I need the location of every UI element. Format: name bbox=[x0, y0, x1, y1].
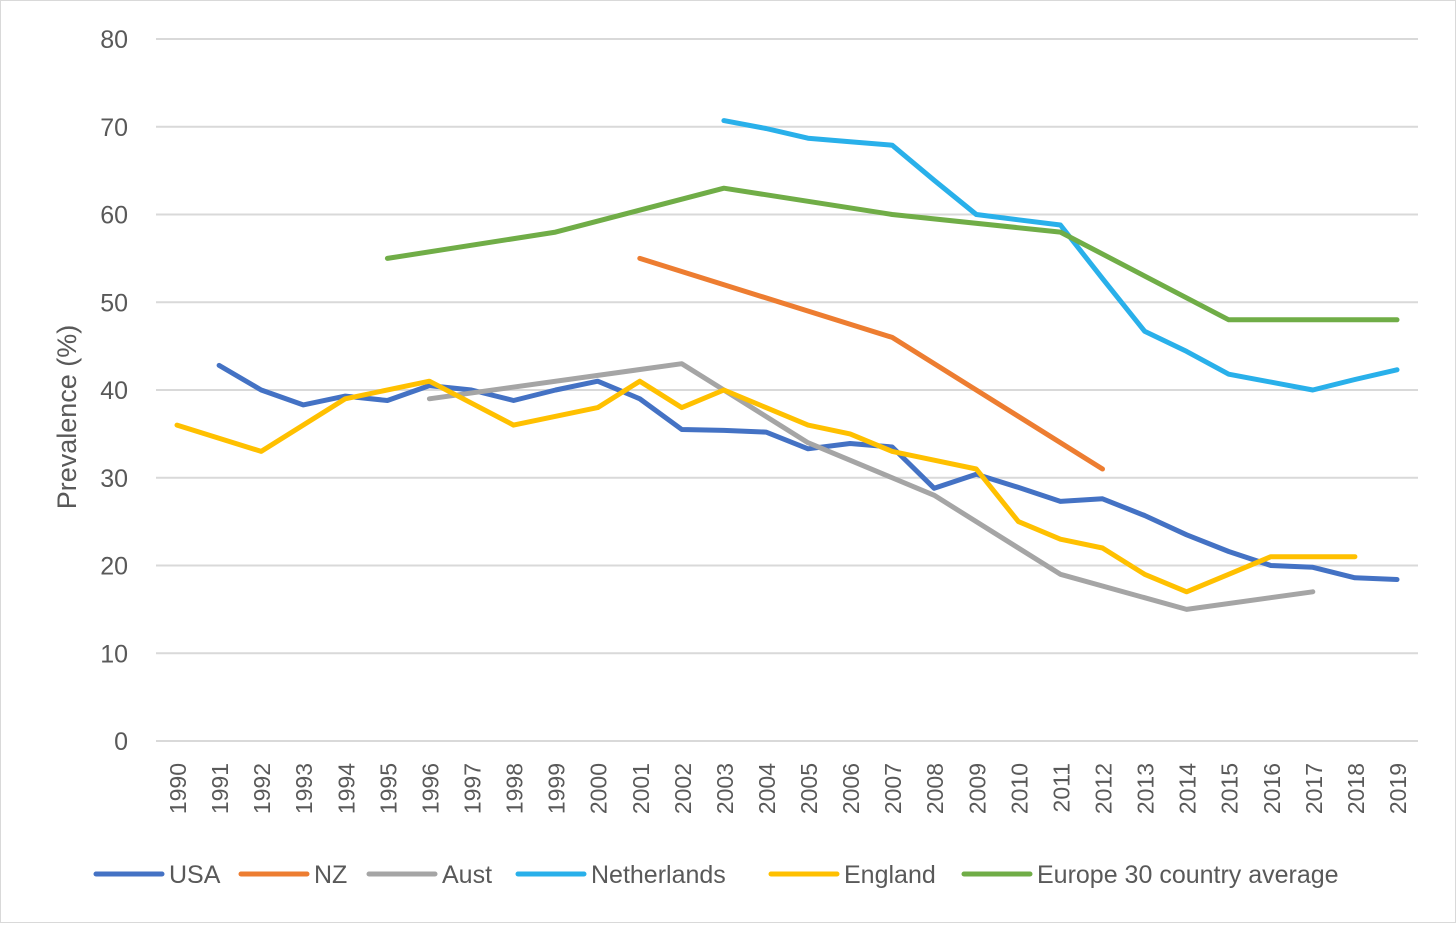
series-line-england bbox=[174, 378, 1358, 595]
x-tick-label: 1992 bbox=[249, 763, 275, 814]
x-tick-label: 2018 bbox=[1343, 763, 1369, 814]
x-tick-label: 2002 bbox=[670, 763, 696, 814]
x-tick-label: 2014 bbox=[1175, 763, 1201, 814]
series-lines bbox=[174, 118, 1400, 612]
legend-label: England bbox=[844, 861, 936, 889]
x-tick-label: 1997 bbox=[460, 763, 486, 814]
legend-label: USA bbox=[169, 861, 221, 889]
x-tick-label: 2015 bbox=[1217, 763, 1243, 814]
x-tick-label: 2001 bbox=[628, 763, 654, 814]
series-line-usa bbox=[216, 362, 1400, 582]
y-tick-label: 10 bbox=[100, 640, 128, 668]
x-tick-label: 1998 bbox=[502, 763, 528, 814]
y-tick-label: 50 bbox=[100, 289, 128, 317]
x-tick-label: 2003 bbox=[712, 763, 738, 814]
x-tick-label: 1999 bbox=[544, 763, 570, 814]
x-tick-label: 2019 bbox=[1385, 763, 1411, 814]
legend-label: Aust bbox=[442, 861, 492, 889]
x-tick-label: 2000 bbox=[586, 763, 612, 814]
y-tick-label: 60 bbox=[100, 202, 128, 230]
x-tick-label: 1990 bbox=[165, 763, 191, 814]
x-tick-label: 1994 bbox=[333, 763, 359, 814]
x-tick-label: 2016 bbox=[1259, 763, 1285, 814]
legend-label: Europe 30 country average bbox=[1037, 861, 1339, 889]
x-tick-label: 2006 bbox=[838, 763, 864, 814]
x-axis-ticks: 1990 1991 1992 1993 1994 1995 1996 1997 1998 1999… bbox=[165, 763, 1411, 814]
y-tick-label: 30 bbox=[100, 465, 128, 493]
x-tick-label: 2013 bbox=[1133, 763, 1159, 814]
y-axis-label: Prevalence (%) bbox=[52, 325, 82, 510]
legend: USA NZ Aust Netherlands England Europe 30 cou… bbox=[93, 861, 1339, 889]
x-tick-label: 2004 bbox=[754, 763, 780, 814]
series-line-nz bbox=[637, 255, 1105, 472]
y-tick-label: 80 bbox=[100, 26, 128, 54]
y-tick-label: 40 bbox=[100, 377, 128, 405]
y-tick-label: 20 bbox=[100, 553, 128, 581]
x-tick-label: 1991 bbox=[207, 763, 233, 814]
series-line-europe-30-country-average bbox=[384, 185, 1400, 323]
x-tick-label: 1993 bbox=[291, 763, 317, 814]
series-line-aust bbox=[426, 361, 1316, 612]
x-tick-label: 2008 bbox=[922, 763, 948, 814]
legend-label: Netherlands bbox=[591, 861, 726, 889]
x-tick-label: 2012 bbox=[1091, 763, 1117, 814]
y-axis-ticks: 0 10 20 30 40 50 60 70 80 bbox=[100, 26, 128, 756]
y-tick-label: 70 bbox=[100, 114, 128, 142]
legend-label: NZ bbox=[314, 861, 347, 889]
series-line-netherlands bbox=[721, 118, 1400, 393]
y-tick-label: 0 bbox=[114, 728, 128, 756]
x-tick-label: 1995 bbox=[375, 763, 401, 814]
gridlines bbox=[156, 38, 1418, 742]
x-tick-label: 2009 bbox=[964, 763, 990, 814]
x-tick-label: 2005 bbox=[796, 763, 822, 814]
x-tick-label: 2010 bbox=[1006, 763, 1032, 814]
x-tick-label: 2011 bbox=[1048, 763, 1074, 812]
x-tick-label: 1996 bbox=[417, 763, 443, 814]
x-tick-label: 2007 bbox=[880, 763, 906, 814]
x-tick-label: 2017 bbox=[1301, 763, 1327, 814]
